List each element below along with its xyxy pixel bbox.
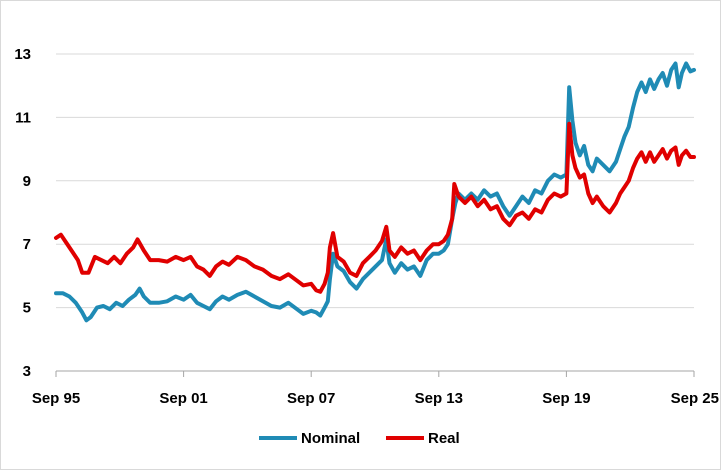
x-tick-labels: Sep 95 Sep 01 Sep 07 Sep 13 Sep 19 Sep 25 (32, 390, 719, 407)
series-line-nominal (54, 61, 696, 323)
y-tick-label: 11 (15, 109, 31, 126)
gridlines (56, 53, 694, 309)
series-layer (54, 61, 696, 323)
legend: Nominal Real (259, 430, 460, 447)
series-line-real (54, 121, 696, 294)
legend-label-real: Real (428, 430, 460, 447)
x-tick-label: Sep 95 (32, 390, 80, 407)
legend-label-nominal: Nominal (301, 430, 360, 447)
x-tick-label: Sep 07 (287, 390, 335, 407)
y-tick-label: 3 (23, 363, 31, 380)
axes (55, 370, 695, 377)
y-tick-labels: 3 5 7 9 11 13 (14, 46, 31, 380)
x-tick-label: Sep 13 (415, 390, 463, 407)
x-tick-label: Sep 19 (542, 390, 590, 407)
y-tick-label: 5 (23, 300, 31, 317)
y-tick-label: 13 (14, 46, 31, 63)
y-tick-label: 7 (23, 236, 31, 253)
x-tick-label: Sep 25 (671, 390, 719, 407)
y-tick-label: 9 (23, 173, 31, 190)
x-tick-label: Sep 01 (159, 390, 207, 407)
